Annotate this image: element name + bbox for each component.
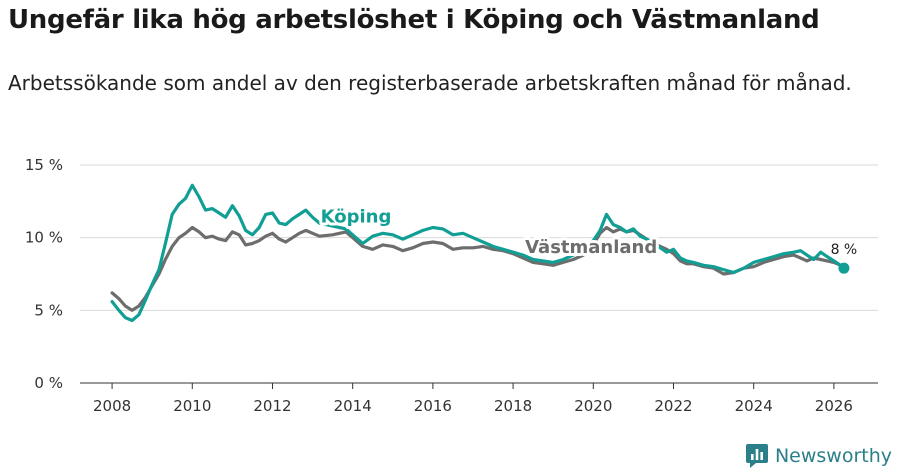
y-tick-label: 10 % — [25, 229, 63, 247]
x-tick-label: 2022 — [654, 397, 692, 415]
brand-footer: Newsworthy — [745, 444, 892, 468]
x-tick-label: 2010 — [173, 397, 211, 415]
brand-name: Newsworthy — [774, 445, 892, 467]
series-line-vastmanland — [110, 225, 846, 312]
series-label-vastmanland: Västmanland — [525, 237, 657, 258]
y-tick-label: 0 % — [34, 374, 63, 392]
y-tick-label: 15 % — [25, 156, 63, 174]
series-line-koping — [110, 183, 846, 323]
newsworthy-logo-icon — [745, 444, 768, 468]
series-label-koping: Köping — [321, 206, 392, 227]
chart-title: Ungefär lika hög arbetslöshet i Köping o… — [8, 5, 820, 35]
line-chart: 0 %5 %10 %15 % 2008 2010 2012 2014 2016 2018 2… — [25, 156, 878, 415]
x-tick-label: 2020 — [574, 397, 612, 415]
x-tick-label: 2016 — [414, 397, 452, 415]
x-tick-label: 2018 — [494, 397, 532, 415]
chart-subtitle: Arbetssökande som andel av den registerb… — [8, 71, 852, 95]
series-labels: Köping Västmanland 8 % — [318, 203, 860, 261]
series-lines — [110, 183, 850, 323]
y-axis-ticks: 0 % 5 % 10 % 15 % — [25, 156, 63, 392]
x-tick-label: 2008 — [93, 397, 131, 415]
x-tick-label: 2014 — [334, 397, 372, 415]
end-point-marker — [838, 262, 850, 274]
end-value-label: 8 % — [831, 242, 858, 258]
x-tick-label: 2026 — [815, 397, 853, 415]
x-axis-ticks: 2008 2010 2012 2014 2016 2018 2020 2022 2024 2026 — [93, 383, 853, 415]
x-tick-label: 2012 — [253, 397, 291, 415]
x-tick-label: 2024 — [735, 397, 773, 415]
y-tick-label: 5 % — [34, 301, 63, 319]
